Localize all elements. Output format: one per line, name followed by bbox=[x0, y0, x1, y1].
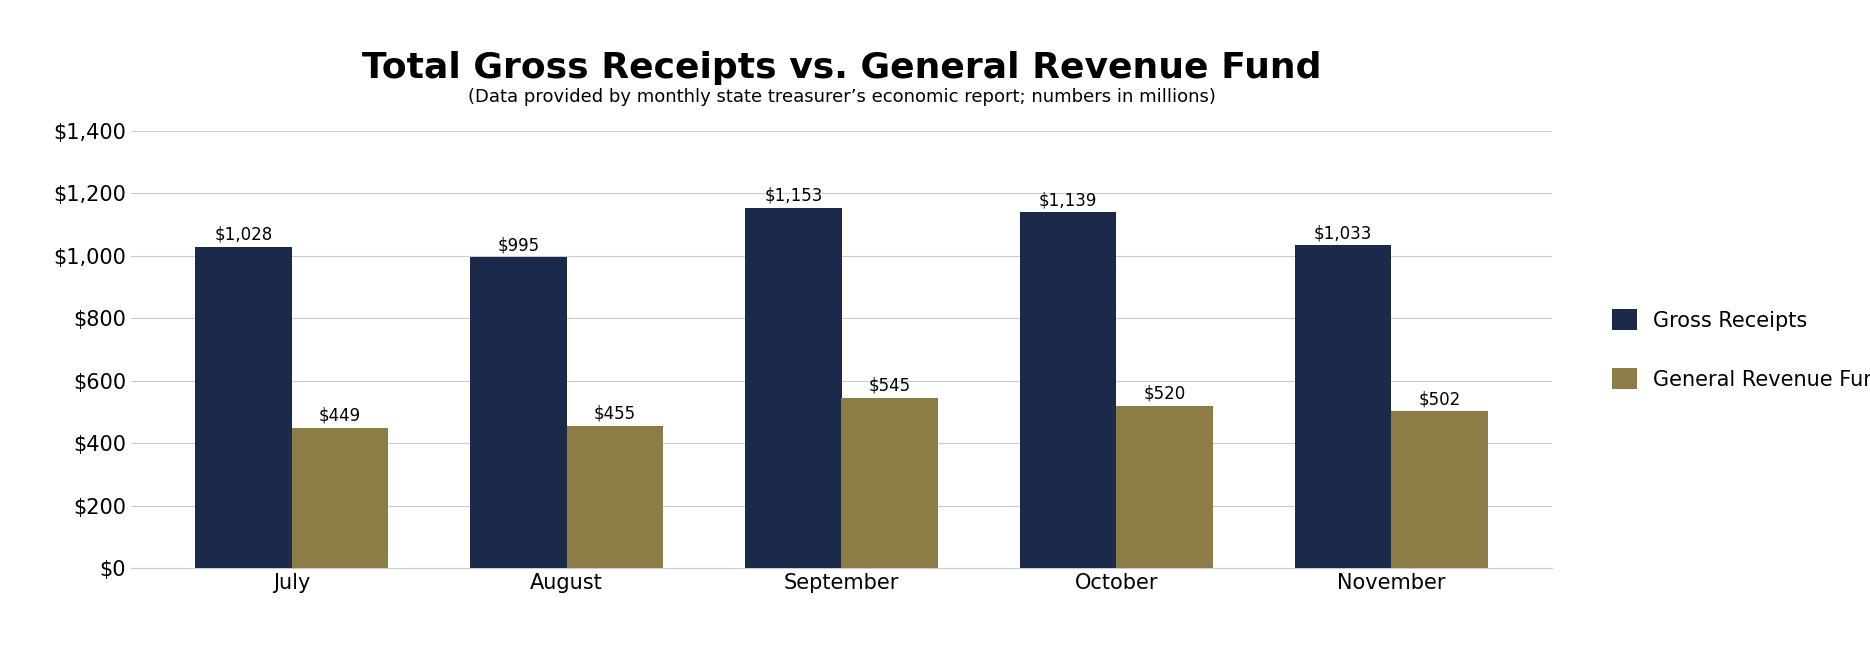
Text: (Data provided by monthly state treasurer’s economic report; numbers in millions: (Data provided by monthly state treasure… bbox=[468, 88, 1216, 106]
Text: $1,033: $1,033 bbox=[1315, 224, 1373, 242]
Bar bbox=[1391, 411, 1487, 568]
Bar bbox=[471, 257, 567, 568]
Text: $995: $995 bbox=[497, 236, 540, 254]
Bar bbox=[1296, 246, 1391, 568]
Bar bbox=[1116, 406, 1212, 568]
Text: $449: $449 bbox=[318, 407, 361, 424]
Bar bbox=[196, 247, 292, 568]
Text: $1,139: $1,139 bbox=[1040, 191, 1098, 209]
Bar bbox=[292, 428, 387, 568]
Bar bbox=[567, 426, 662, 568]
Text: $502: $502 bbox=[1417, 390, 1460, 408]
Bar bbox=[1021, 212, 1116, 568]
Text: $1,028: $1,028 bbox=[215, 226, 273, 244]
Title: Total Gross Receipts vs. General Revenue Fund: Total Gross Receipts vs. General Revenue… bbox=[361, 51, 1322, 85]
Text: $520: $520 bbox=[1143, 385, 1186, 402]
Text: $455: $455 bbox=[593, 405, 636, 422]
Bar bbox=[746, 208, 842, 568]
Text: $545: $545 bbox=[868, 377, 911, 394]
Bar bbox=[842, 398, 937, 568]
Legend: Gross Receipts, General Revenue Fund: Gross Receipts, General Revenue Fund bbox=[1591, 288, 1870, 411]
Text: $1,153: $1,153 bbox=[765, 187, 823, 204]
